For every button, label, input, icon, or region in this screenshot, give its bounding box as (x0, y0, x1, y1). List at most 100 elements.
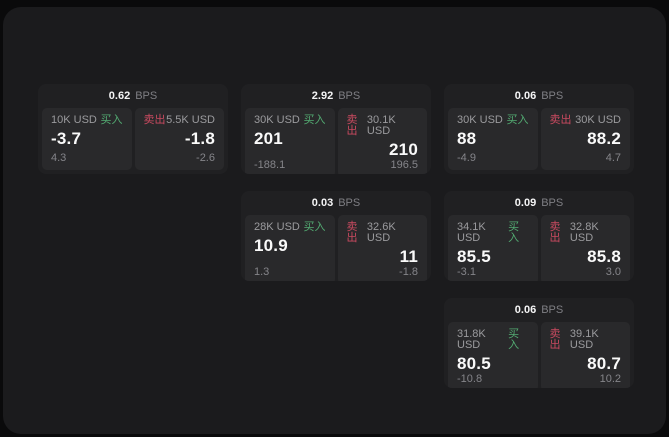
sell-panel[interactable]: 卖出 5.5K USD -1.8 -2.6 (134, 108, 224, 170)
quote-card: 2.92 BPS 30K USD 买入 201 -188.1 卖出 30.1K … (241, 84, 431, 174)
spread-value: 0.06 (514, 89, 537, 102)
buy-panel[interactable]: 28K USD 买入 10.9 1.3 (245, 215, 335, 281)
sell-change-value: 4.7 (605, 152, 621, 164)
sell-price-value: -1.8 (184, 129, 215, 148)
sell-side-label: 卖出 (549, 328, 561, 351)
sell-side-label: 卖出 (346, 114, 358, 137)
quote-panels: 30K USD 买入 88 -4.9 卖出 30K USD 88.2 4.7 (444, 108, 634, 174)
sell-panel[interactable]: 卖出 39.1K USD 80.7 10.2 (540, 322, 630, 388)
spread-value: 0.03 (311, 196, 334, 209)
buy-side-label: 买入 (100, 114, 123, 126)
buy-price-value: 80.5 (457, 354, 491, 373)
sell-amount-label: 32.8K USD (569, 221, 599, 244)
quote-grid: 0.62 BPS 10K USD 买入 -3.7 4.3 卖出 5.5K USD… (38, 84, 634, 388)
buy-panel[interactable]: 31.8K USD 买入 80.5 -10.8 (448, 322, 538, 388)
quote-card: 0.06 BPS 30K USD 买入 88 -4.9 卖出 30K USD 8… (444, 84, 634, 174)
spread-header: 2.92 BPS (241, 84, 431, 108)
buy-panel-header: 28K USD 买入 (254, 222, 326, 233)
buy-change-value: -188.1 (254, 158, 286, 171)
sell-side-label: 卖出 (346, 221, 358, 244)
spread-value: 2.92 (311, 89, 334, 102)
sell-side-label: 卖出 (549, 221, 561, 244)
bps-unit-label: BPS (338, 196, 361, 209)
bps-unit-label: BPS (541, 196, 564, 209)
buy-price-value: 10.9 (254, 236, 288, 255)
sell-price-value: 11 (399, 247, 418, 266)
sell-panel-header: 卖出 5.5K USD (144, 115, 216, 126)
buy-amount-label: 31.8K USD (457, 328, 486, 351)
buy-price-value: 88 (457, 129, 477, 148)
buy-side-label: 买入 (508, 221, 520, 244)
sell-panel[interactable]: 卖出 30K USD 88.2 4.7 (540, 108, 630, 170)
sell-price-value: 210 (389, 140, 418, 159)
buy-change-value: 1.3 (254, 265, 270, 278)
buy-panel-header: 34.1K USD 买入 (457, 222, 529, 244)
buy-amount-label: 30K USD (457, 114, 503, 126)
sell-side-label: 卖出 (143, 114, 166, 126)
spread-header: 0.62 BPS (38, 84, 228, 108)
quote-panels: 30K USD 买入 201 -188.1 卖出 30.1K USD 210 1… (241, 108, 431, 174)
bps-unit-label: BPS (541, 89, 564, 102)
buy-change-value: -10.8 (457, 372, 483, 385)
buy-panel-header: 31.8K USD 买入 (457, 329, 529, 351)
sell-panel-header: 卖出 32.8K USD (550, 222, 622, 244)
buy-side-label: 买入 (303, 221, 326, 233)
quote-panels: 10K USD 买入 -3.7 4.3 卖出 5.5K USD -1.8 -2.… (38, 108, 228, 174)
quote-panels: 34.1K USD 买入 85.5 -3.1 卖出 32.8K USD 85.8… (444, 215, 634, 281)
buy-amount-label: 34.1K USD (457, 221, 486, 244)
sell-panel[interactable]: 卖出 32.8K USD 85.8 3.0 (540, 215, 630, 281)
buy-change-value: -3.1 (457, 265, 476, 278)
sell-change-value: -1.8 (399, 265, 418, 278)
buy-side-label: 买入 (506, 114, 529, 126)
sell-change-value: -2.6 (196, 152, 215, 164)
spread-value: 0.09 (514, 196, 537, 209)
spread-header: 0.06 BPS (444, 298, 634, 322)
sell-amount-label: 30.1K USD (366, 114, 396, 137)
quote-panels: 31.8K USD 买入 80.5 -10.8 卖出 39.1K USD 80.… (444, 322, 634, 388)
buy-change-value: 4.3 (51, 152, 67, 164)
sell-amount-label: 39.1K USD (569, 328, 599, 351)
spread-header: 0.06 BPS (444, 84, 634, 108)
sell-panel-header: 卖出 30K USD (550, 115, 622, 126)
sell-amount-label: 30K USD (575, 114, 621, 126)
spread-value: 0.62 (108, 89, 131, 102)
buy-panel-header: 10K USD 买入 (51, 115, 123, 126)
quote-card: 0.09 BPS 34.1K USD 买入 85.5 -3.1 卖出 32.8K… (444, 191, 634, 281)
sell-panel[interactable]: 卖出 30.1K USD 210 196.5 (337, 108, 427, 174)
buy-amount-label: 28K USD (254, 221, 300, 233)
buy-panel[interactable]: 30K USD 买入 88 -4.9 (448, 108, 538, 170)
sell-panel[interactable]: 卖出 32.6K USD 11 -1.8 (337, 215, 427, 281)
sell-price-value: 85.8 (587, 247, 621, 266)
buy-price-value: 85.5 (457, 247, 491, 266)
buy-side-label: 买入 (508, 328, 520, 351)
sell-panel-header: 卖出 39.1K USD (550, 329, 622, 351)
bps-unit-label: BPS (541, 303, 564, 316)
bps-unit-label: BPS (338, 89, 361, 102)
spread-header: 0.03 BPS (241, 191, 431, 215)
buy-panel[interactable]: 10K USD 买入 -3.7 4.3 (42, 108, 132, 170)
buy-amount-label: 30K USD (254, 114, 300, 126)
buy-price-value: -3.7 (51, 129, 82, 148)
sell-amount-label: 5.5K USD (166, 114, 215, 126)
buy-amount-label: 10K USD (51, 114, 97, 126)
bps-unit-label: BPS (135, 89, 158, 102)
app-surface: 0.62 BPS 10K USD 买入 -3.7 4.3 卖出 5.5K USD… (3, 7, 666, 434)
buy-side-label: 买入 (303, 114, 326, 126)
spread-value: 0.06 (514, 303, 537, 316)
sell-change-value: 3.0 (605, 265, 621, 278)
buy-panel[interactable]: 30K USD 买入 201 -188.1 (245, 108, 335, 174)
buy-panel-header: 30K USD 买入 (254, 115, 326, 126)
quote-panels: 28K USD 买入 10.9 1.3 卖出 32.6K USD 11 -1.8 (241, 215, 431, 281)
sell-price-value: 80.7 (587, 354, 621, 373)
spread-header: 0.09 BPS (444, 191, 634, 215)
sell-panel-header: 卖出 32.6K USD (347, 222, 419, 244)
buy-panel[interactable]: 34.1K USD 买入 85.5 -3.1 (448, 215, 538, 281)
sell-panel-header: 卖出 30.1K USD (347, 115, 419, 137)
sell-side-label: 卖出 (549, 114, 572, 126)
buy-price-value: 201 (254, 129, 283, 148)
sell-change-value: 10.2 (599, 372, 621, 385)
sell-change-value: 196.5 (390, 158, 418, 171)
buy-panel-header: 30K USD 买入 (457, 115, 529, 126)
sell-amount-label: 32.6K USD (366, 221, 396, 244)
